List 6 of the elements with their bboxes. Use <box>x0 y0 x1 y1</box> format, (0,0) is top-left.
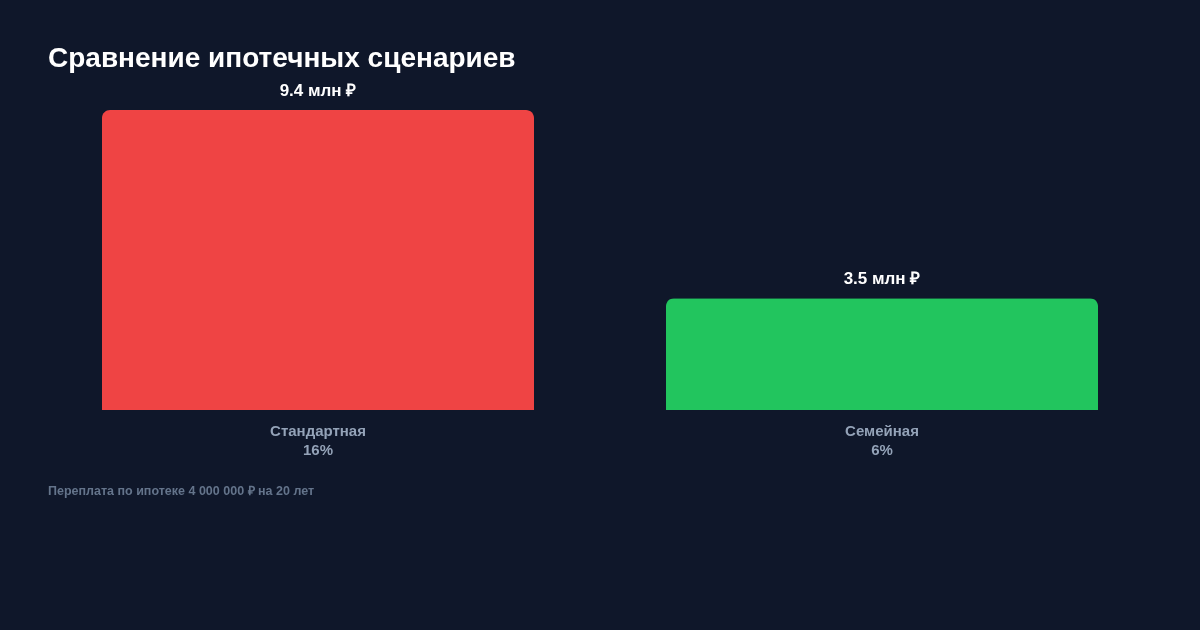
data-label: 3.5 млн ₽ <box>843 269 921 289</box>
x-tick-label: Стандартная 16% <box>270 421 366 458</box>
text: Переплата по ипотеке 4 000 000 ₽ на 20 лет <box>48 484 315 498</box>
x-tick-label: Семейная 6% <box>845 421 919 458</box>
data-label: 9.4 млн ₽ <box>279 81 357 100</box>
chart-title: Сравнение ипотечных сценариев <box>48 42 516 73</box>
